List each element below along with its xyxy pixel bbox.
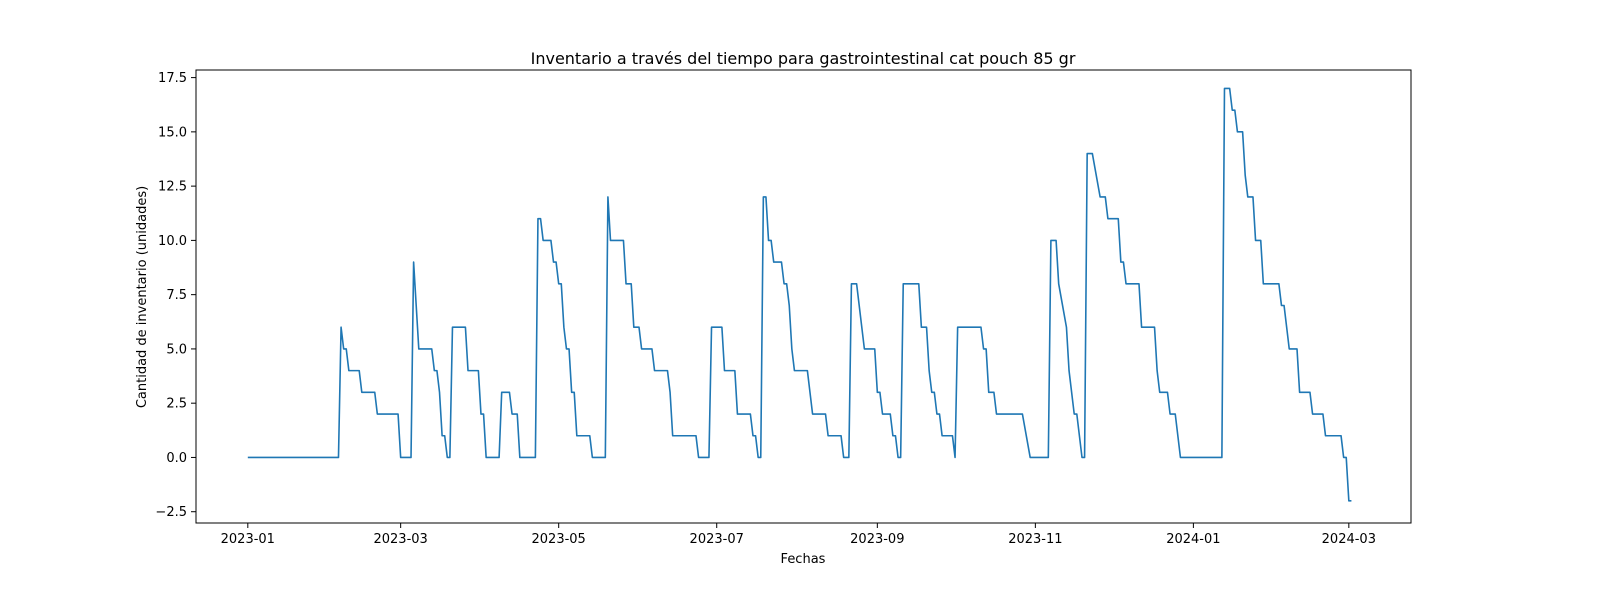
y-axis-label: Cantidad de inventario (unidades) xyxy=(135,186,150,408)
chart-title: Inventario a través del tiempo para gast… xyxy=(531,49,1076,68)
x-axis: 2023-01 2023-03 2023-05 2023-07 2023-09 2023-… xyxy=(221,523,1376,547)
x-tick-label: 2023-09 xyxy=(850,532,904,547)
x-tick-label: 2023-03 xyxy=(373,532,427,547)
x-tick-label: 2024-01 xyxy=(1166,532,1220,547)
y-tick-label: 12.5 xyxy=(158,180,187,195)
y-tick-label: 17.5 xyxy=(158,71,187,86)
x-axis-label: Fechas xyxy=(781,552,826,567)
y-tick-label: 5.0 xyxy=(166,342,187,357)
x-tick-label: 2023-07 xyxy=(690,532,744,547)
plot-frame xyxy=(195,69,1412,524)
y-tick-label: 10.0 xyxy=(158,234,187,249)
series-line-0 xyxy=(247,87,1352,502)
y-tick-label: 7.5 xyxy=(166,288,187,303)
x-tick-label: 2023-01 xyxy=(221,532,275,547)
y-tick-label: 2.5 xyxy=(166,397,187,412)
x-tick-label: 2024-03 xyxy=(1322,532,1376,547)
y-tick-label: 0.0 xyxy=(166,451,187,466)
x-tick-label: 2023-11 xyxy=(1008,532,1062,547)
x-tick-label: 2023-05 xyxy=(532,532,586,547)
y-tick-label: −2.5 xyxy=(155,505,187,520)
plot-area xyxy=(195,69,1412,524)
y-tick-label: 15.0 xyxy=(158,125,187,140)
y-axis: −2.5 0.0 2.5 5.0 7.5 10.0 12.5 15.0 17.5 xyxy=(155,71,196,520)
